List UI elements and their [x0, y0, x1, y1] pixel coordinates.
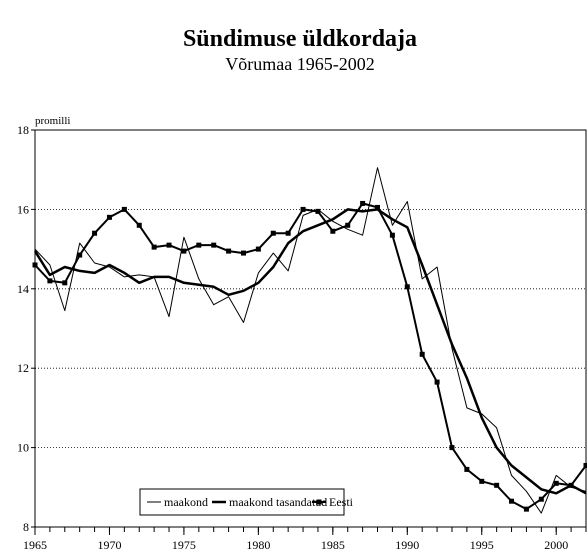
- legend-label: maakond: [164, 495, 208, 509]
- point-marker: [509, 499, 514, 504]
- point-marker: [226, 249, 231, 254]
- point-marker: [181, 249, 186, 254]
- x-tick-label: 1975: [172, 538, 196, 552]
- chart-title: Sündimuse üldkordaja: [183, 26, 417, 52]
- y-tick-label: 10: [17, 441, 29, 455]
- point-marker: [345, 223, 350, 228]
- x-tick-label: 1965: [23, 538, 47, 552]
- point-marker: [464, 467, 469, 472]
- chart-subtitle: Võrumaa 1965-2002: [225, 54, 374, 74]
- point-marker: [569, 483, 574, 488]
- point-marker: [92, 231, 97, 236]
- point-marker: [196, 243, 201, 248]
- point-marker: [211, 243, 216, 248]
- x-tick-label: 1970: [97, 538, 121, 552]
- point-marker: [77, 253, 82, 258]
- point-marker: [405, 284, 410, 289]
- point-marker: [494, 483, 499, 488]
- y-tick-label: 14: [17, 282, 29, 296]
- point-marker: [315, 209, 320, 214]
- x-tick-label: 1995: [470, 538, 494, 552]
- point-marker: [47, 278, 52, 283]
- x-tick-label: 1980: [246, 538, 270, 552]
- point-marker: [330, 229, 335, 234]
- point-marker: [286, 231, 291, 236]
- point-marker: [524, 507, 529, 512]
- point-marker: [241, 251, 246, 256]
- y-tick-label: 18: [17, 123, 29, 137]
- legend-marker: [317, 500, 322, 505]
- point-marker: [554, 481, 559, 486]
- series-line: [35, 168, 586, 513]
- legend-label: Eesti: [329, 495, 354, 509]
- point-marker: [271, 231, 276, 236]
- point-marker: [449, 445, 454, 450]
- point-marker: [301, 207, 306, 212]
- point-marker: [152, 245, 157, 250]
- x-tick-label: 1990: [395, 538, 419, 552]
- point-marker: [62, 280, 67, 285]
- point-marker: [584, 463, 587, 468]
- point-marker: [435, 380, 440, 385]
- point-marker: [122, 207, 127, 212]
- point-marker: [167, 243, 172, 248]
- plot-frame: [35, 130, 586, 527]
- point-marker: [360, 201, 365, 206]
- y-tick-label: 8: [23, 520, 29, 534]
- x-tick-label: 1985: [321, 538, 345, 552]
- x-tick-label: 2000: [544, 538, 568, 552]
- point-marker: [256, 247, 261, 252]
- y-tick-label: 16: [17, 202, 29, 216]
- point-marker: [137, 223, 142, 228]
- point-marker: [107, 215, 112, 220]
- point-marker: [479, 479, 484, 484]
- series-line: [35, 203, 586, 509]
- point-marker: [539, 497, 544, 502]
- point-marker: [390, 233, 395, 238]
- point-marker: [33, 262, 38, 267]
- point-marker: [420, 352, 425, 357]
- point-marker: [375, 205, 380, 210]
- y-axis-label: promilli: [35, 115, 70, 127]
- y-tick-label: 12: [17, 361, 29, 375]
